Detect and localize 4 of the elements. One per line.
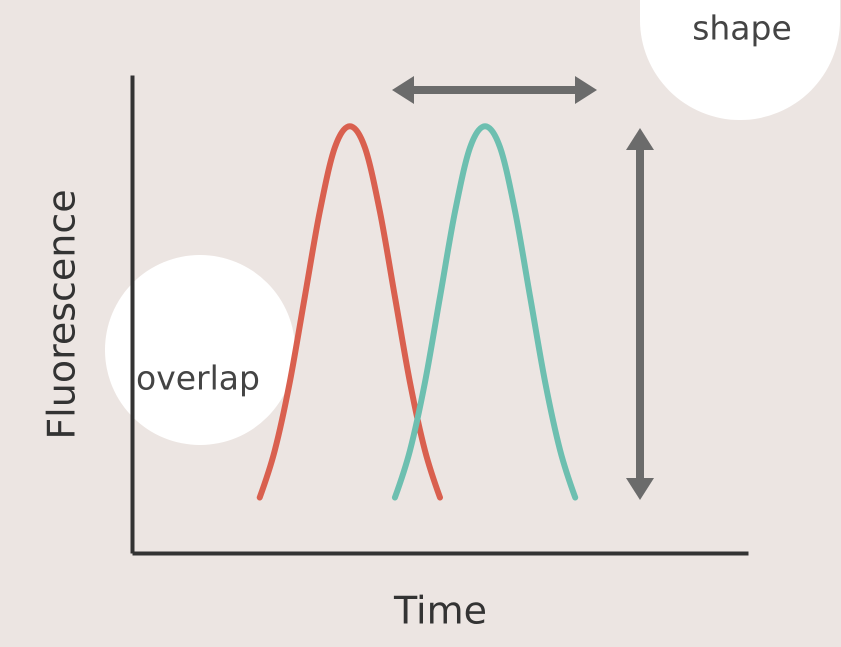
- y-axis-title: Fluorescence: [40, 189, 84, 440]
- text: shape: [692, 8, 792, 48]
- annotation: overlap: [136, 358, 260, 398]
- x-axis-title: Time: [393, 588, 487, 632]
